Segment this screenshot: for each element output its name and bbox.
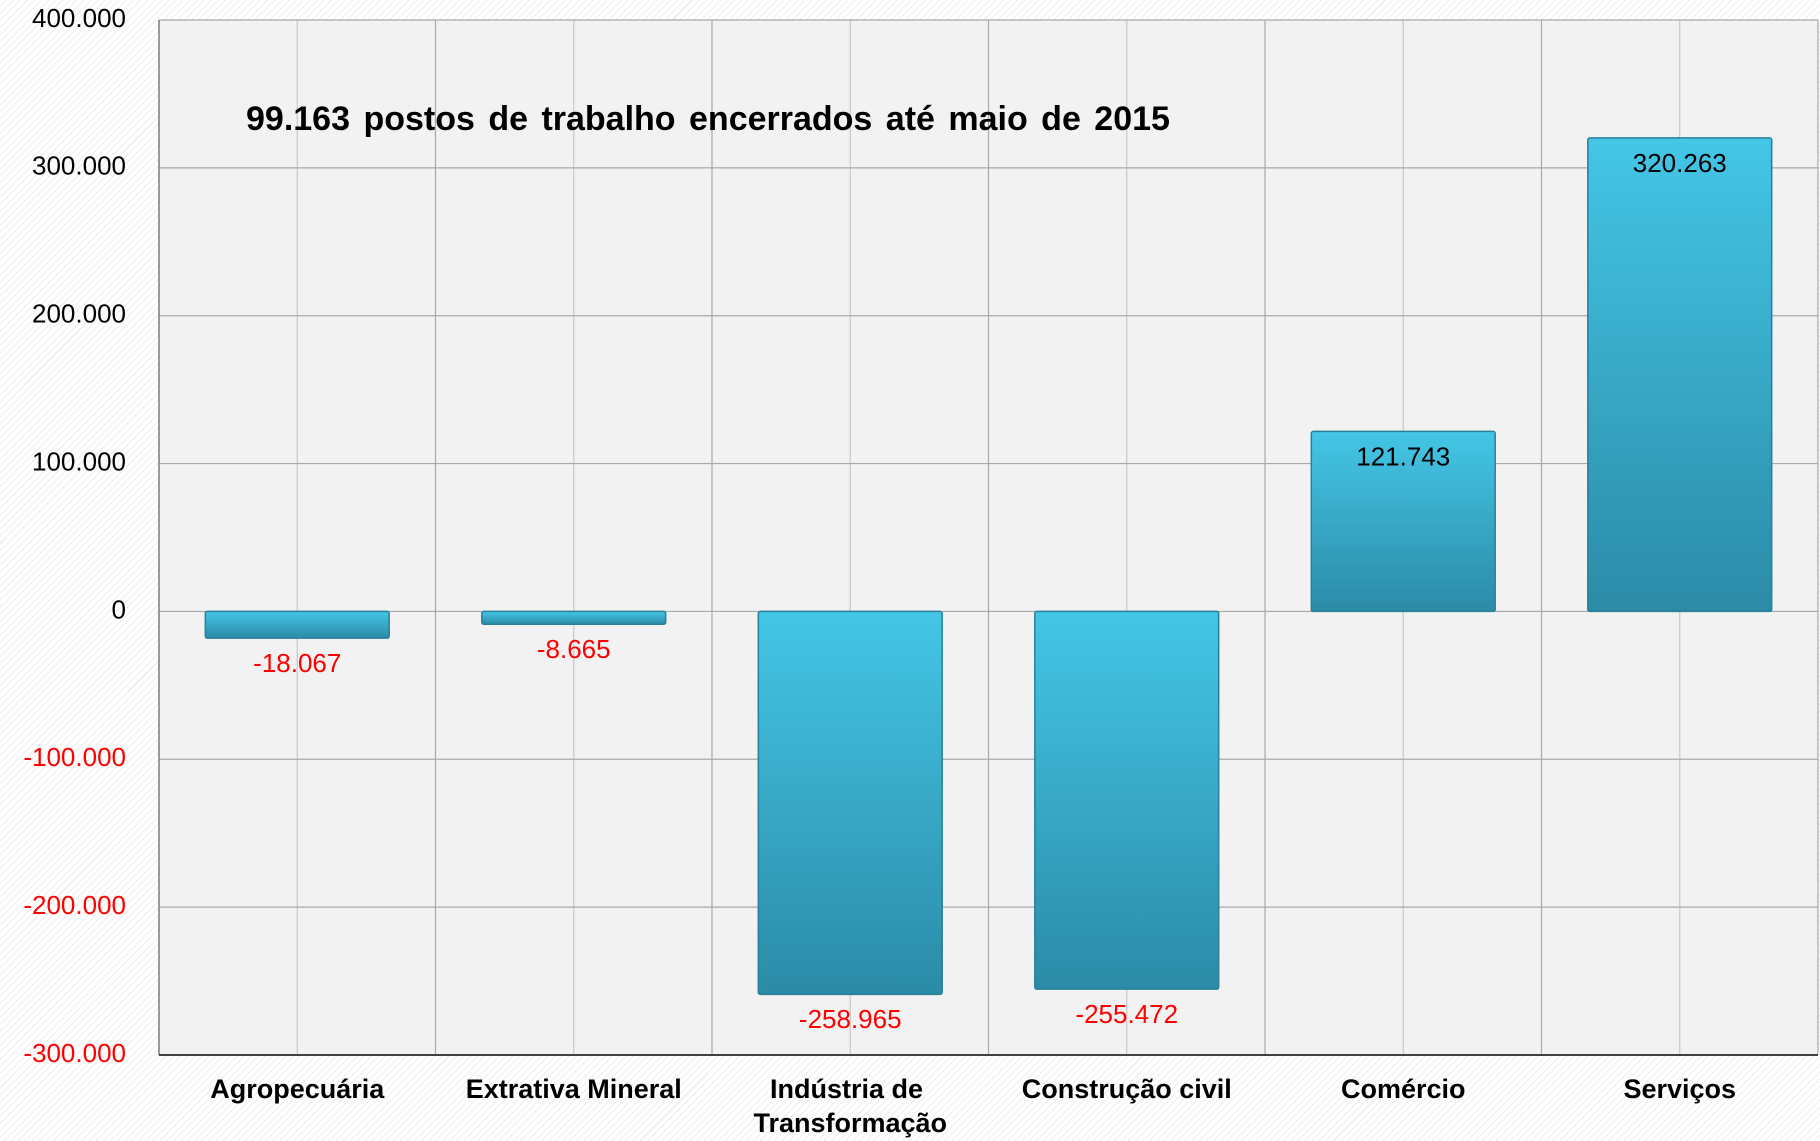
data-label: -255.472: [1075, 999, 1178, 1029]
data-label: -8.665: [537, 634, 611, 664]
data-label: -258.965: [799, 1004, 902, 1034]
x-tick-label: Construção civil: [1022, 1074, 1232, 1104]
bar: [204, 610, 390, 639]
x-tick-label: Serviços: [1623, 1074, 1736, 1104]
y-tick-label: -100.000: [23, 742, 126, 772]
y-tick-label: 0: [112, 594, 126, 624]
x-tick-label: Extrativa Mineral: [466, 1074, 682, 1104]
y-tick-label: -300.000: [23, 1038, 126, 1068]
y-tick-label: 300.000: [32, 151, 126, 181]
y-tick-label: 400.000: [32, 3, 126, 33]
bar: [1310, 430, 1496, 613]
x-tick-label: Agropecuária: [210, 1074, 385, 1104]
bar: [757, 610, 943, 996]
bar: [481, 610, 667, 625]
data-label: 320.263: [1633, 148, 1727, 178]
x-tick-label: Comércio: [1341, 1074, 1466, 1104]
y-tick-label: 100.000: [32, 446, 126, 476]
y-tick-label: 200.000: [32, 299, 126, 329]
bar: [1587, 137, 1773, 613]
chart-title: 99.163 postos de trabalho encerrados até…: [246, 100, 1170, 138]
data-label: -18.067: [253, 648, 341, 678]
data-label: 121.743: [1356, 441, 1450, 471]
bar: [1034, 610, 1220, 990]
x-tick-label: Indústria de Transformação: [753, 1074, 947, 1138]
y-tick-label: -200.000: [23, 890, 126, 920]
